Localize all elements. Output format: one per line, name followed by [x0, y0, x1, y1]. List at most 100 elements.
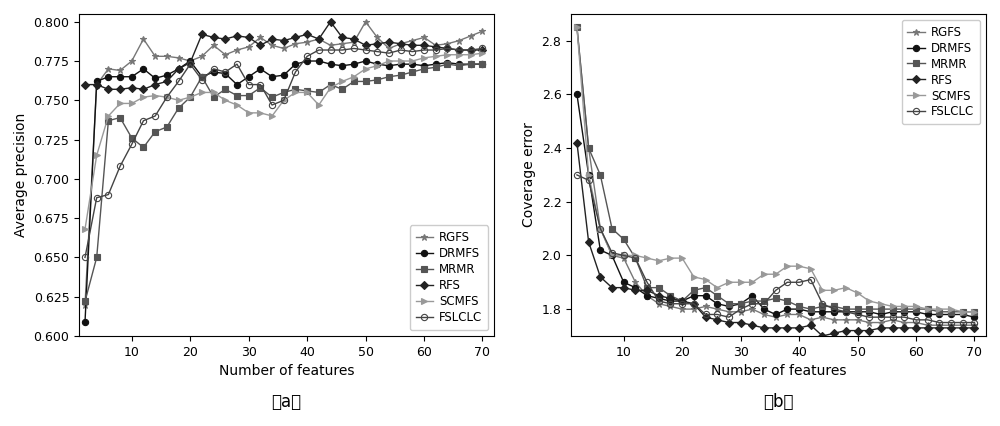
FSLCLC — [254, 82, 266, 87]
MRMR — [957, 309, 969, 314]
SCMFS — [301, 90, 313, 95]
DRMFS — [887, 309, 899, 314]
RGFS — [406, 38, 418, 43]
RGFS — [805, 317, 817, 322]
SCMFS — [922, 307, 934, 312]
RFS — [313, 37, 325, 42]
RGFS — [898, 320, 910, 325]
Line: DRMFS: DRMFS — [574, 91, 978, 320]
DRMFS — [711, 301, 723, 306]
DRMFS — [571, 92, 583, 97]
SCMFS — [594, 226, 606, 231]
SCMFS — [723, 280, 735, 285]
SCMFS — [653, 258, 665, 263]
FSLCLC — [922, 317, 934, 322]
FSLCLC — [383, 51, 395, 56]
DRMFS — [418, 63, 430, 68]
SCMFS — [863, 299, 875, 304]
FSLCLC — [231, 62, 243, 67]
FSLCLC — [196, 77, 208, 82]
RGFS — [945, 322, 957, 328]
RGFS — [266, 43, 278, 48]
FSLCLC — [629, 256, 641, 261]
SCMFS — [664, 256, 676, 261]
FSLCLC — [641, 280, 653, 285]
RFS — [664, 296, 676, 301]
FSLCLC — [653, 299, 665, 304]
DRMFS — [301, 58, 313, 63]
DRMFS — [828, 309, 840, 314]
SCMFS — [114, 101, 126, 106]
FSLCLC — [453, 47, 465, 52]
Line: RGFS: RGFS — [574, 24, 978, 328]
MRMR — [933, 309, 945, 314]
FSLCLC — [243, 82, 255, 87]
FSLCLC — [79, 255, 91, 260]
RGFS — [161, 54, 173, 59]
SCMFS — [406, 58, 418, 63]
DRMFS — [933, 312, 945, 317]
RFS — [102, 87, 114, 92]
RFS — [688, 301, 700, 306]
RGFS — [254, 35, 266, 40]
FSLCLC — [910, 317, 922, 322]
SCMFS — [875, 301, 887, 306]
RGFS — [933, 322, 945, 328]
FSLCLC — [371, 49, 383, 54]
RFS — [430, 44, 442, 49]
Line: DRMFS: DRMFS — [82, 58, 486, 325]
SCMFS — [137, 95, 149, 100]
RFS — [161, 79, 173, 84]
DRMFS — [629, 285, 641, 290]
FSLCLC — [418, 47, 430, 52]
SCMFS — [336, 79, 348, 84]
SCMFS — [770, 272, 782, 277]
RGFS — [816, 315, 828, 320]
FSLCLC — [395, 47, 407, 52]
SCMFS — [102, 113, 114, 118]
MRMR — [102, 118, 114, 123]
SCMFS — [313, 102, 325, 107]
DRMFS — [653, 296, 665, 301]
FSLCLC — [476, 46, 488, 51]
MRMR — [618, 237, 630, 242]
MRMR — [395, 72, 407, 78]
Title: （a）: （a） — [272, 393, 302, 411]
MRMR — [325, 82, 337, 87]
MRMR — [945, 309, 957, 314]
RGFS — [301, 40, 313, 45]
DRMFS — [114, 74, 126, 79]
SCMFS — [395, 58, 407, 63]
RGFS — [325, 43, 337, 48]
DRMFS — [395, 62, 407, 67]
DRMFS — [594, 248, 606, 253]
FSLCLC — [781, 280, 793, 285]
RGFS — [453, 38, 465, 43]
RFS — [149, 82, 161, 87]
FSLCLC — [149, 113, 161, 118]
RFS — [805, 322, 817, 328]
DRMFS — [910, 309, 922, 314]
RGFS — [618, 256, 630, 261]
DRMFS — [676, 299, 688, 304]
MRMR — [465, 62, 477, 67]
MRMR — [348, 79, 360, 84]
FSLCLC — [664, 301, 676, 306]
FSLCLC — [746, 301, 758, 306]
RGFS — [781, 312, 793, 317]
MRMR — [700, 285, 712, 290]
DRMFS — [476, 62, 488, 67]
X-axis label: Number of features: Number of features — [711, 364, 846, 378]
FSLCLC — [278, 98, 290, 103]
RFS — [137, 87, 149, 92]
DRMFS — [289, 62, 301, 67]
RFS — [278, 38, 290, 43]
Line: MRMR: MRMR — [574, 24, 978, 315]
MRMR — [418, 66, 430, 72]
FSLCLC — [898, 315, 910, 320]
RGFS — [102, 66, 114, 72]
FSLCLC — [289, 69, 301, 75]
RFS — [653, 293, 665, 298]
FSLCLC — [313, 47, 325, 52]
RFS — [383, 40, 395, 45]
